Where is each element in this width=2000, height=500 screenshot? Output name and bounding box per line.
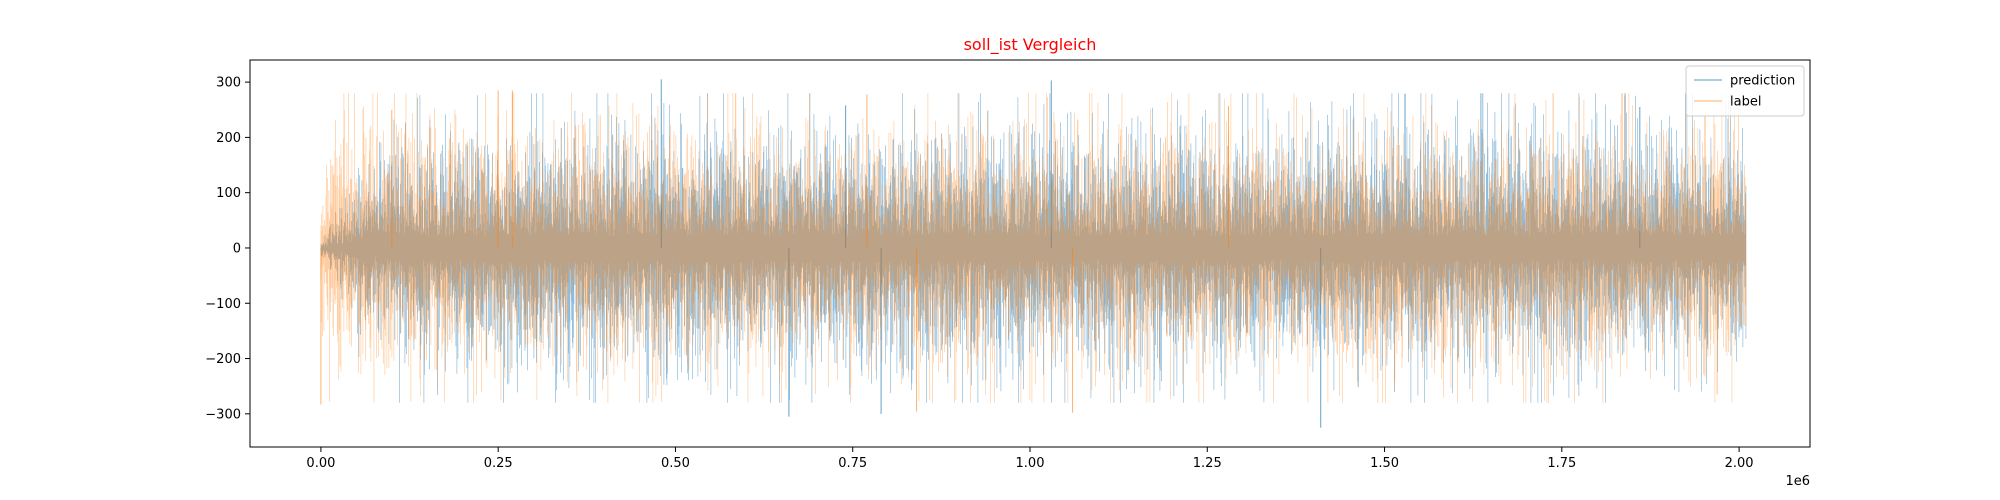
y-tick-label: 0 (233, 241, 241, 256)
y-tick-label: 100 (216, 186, 241, 201)
x-axis-offset-label: 1e6 (1785, 474, 1810, 489)
x-tick-label: 1.00 (1016, 456, 1045, 471)
series-line-prediction (320, 93, 1747, 403)
y-tick-label: 200 (216, 131, 241, 146)
legend-box (1685, 65, 1805, 117)
legend-label-label: label (1730, 95, 1761, 110)
legend: prediction label (1685, 65, 1805, 117)
x-tick-label: 1.50 (1370, 456, 1399, 471)
x-tick-label: 0.00 (306, 456, 335, 471)
y-tick-label: 300 (216, 76, 241, 91)
x-tick-label: 1.25 (1193, 456, 1222, 471)
x-tick-label: 1.75 (1547, 456, 1576, 471)
y-tick-label: −300 (205, 407, 241, 422)
x-tick-label: 2.00 (1725, 456, 1754, 471)
legend-label-prediction: prediction (1730, 74, 1795, 89)
x-axis: 0.00 0.25 0.50 0.75 1.00 1.25 1.50 1.75 2.00 (306, 447, 1754, 471)
y-axis: 300 200 100 0 −100 −200 −300 (205, 76, 250, 422)
series-layer (320, 79, 1747, 428)
x-tick-label: 0.25 (484, 456, 513, 471)
y-tick-label: −100 (205, 297, 241, 312)
x-tick-label: 0.75 (838, 456, 867, 471)
x-tick-label: 0.50 (661, 456, 690, 471)
chart-title: soll_ist Vergleich (964, 35, 1097, 55)
y-tick-label: −200 (205, 352, 241, 367)
